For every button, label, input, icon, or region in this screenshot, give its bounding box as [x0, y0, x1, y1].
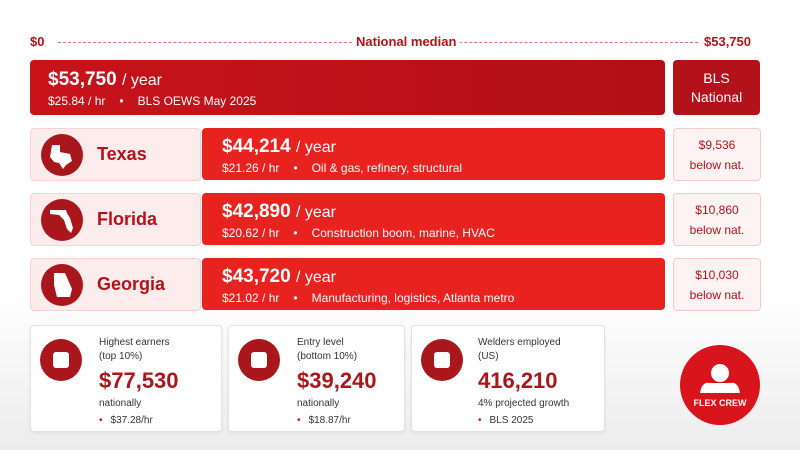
stat-card: Highest earners (top 10%) $77,530 nation…: [30, 325, 222, 432]
scale-label: National median: [352, 34, 461, 49]
unit: / year: [295, 269, 336, 286]
source: BLS OEWS May 2025: [105, 94, 256, 108]
annual: $53,750: [48, 69, 117, 90]
stat-label: Entry level: [297, 337, 344, 348]
icon-glyph: [434, 352, 450, 368]
scale-max: $53,750: [700, 34, 755, 49]
note: Construction boom, marine, HVAC: [279, 226, 494, 240]
diff-label: below nat.: [689, 222, 745, 237]
icon-glyph: [251, 352, 267, 368]
national-bar: $53,750 / year $25.84 / hrBLS OEWS May 2…: [30, 60, 665, 115]
hourly: $25.84 / hr: [48, 94, 106, 108]
stat-card: Entry level (bottom 10%) $39,240 nationa…: [228, 325, 405, 432]
diff: $10,030: [695, 267, 739, 282]
stat-icon: [238, 339, 280, 381]
annual: $44,214: [222, 136, 291, 157]
hourly: $20.62 / hr: [222, 226, 280, 240]
stat-text: Highest earners (top 10%) $77,530 nation…: [99, 336, 179, 426]
diff-card: $9,536 below nat.: [673, 128, 761, 181]
state-shape: [50, 145, 72, 169]
state-detail: $21.02 / hrManufacturing, logistics, Atl…: [222, 291, 514, 305]
stat-detail: $18.87/hr: [297, 415, 377, 426]
state-card: Georgia: [30, 258, 201, 311]
stat-sub: (top 10%): [99, 351, 143, 362]
state-annual: $42,890 / year: [222, 201, 336, 223]
logo-head: [711, 364, 729, 382]
state-name: Texas: [97, 144, 147, 164]
scale-min: $0: [26, 34, 49, 49]
stat-sub: (bottom 10%): [297, 351, 358, 362]
state-icon: [41, 199, 83, 241]
stat-value: 416,210: [478, 368, 558, 393]
stat-label: Welders employed: [478, 337, 561, 348]
diff-label: below nat.: [689, 287, 745, 302]
logo: FLEX CREW: [680, 345, 760, 425]
diff: $9,536: [698, 137, 736, 152]
state-bar: $44,214 / year $21.26 / hrOil & gas, ref…: [202, 128, 665, 180]
state-icon: [41, 134, 83, 176]
diff-label: below nat.: [689, 157, 745, 172]
logo-text: FLEX CREW: [694, 398, 748, 408]
hourly: $21.26 / hr: [222, 161, 280, 175]
diff-card: $10,860 below nat.: [673, 193, 761, 246]
state-card: Florida: [30, 193, 201, 246]
icon-glyph: [53, 352, 69, 368]
stat-icon: [421, 339, 463, 381]
stat-sub: (US): [478, 351, 499, 362]
state-name: Georgia: [97, 274, 166, 294]
unit: / year: [295, 204, 336, 221]
stat-caption: nationally: [297, 398, 340, 409]
stat-icon: [40, 339, 82, 381]
state-bar: $42,890 / year $20.62 / hrConstruction b…: [202, 193, 665, 245]
stat-text: Welders employed (US) 416,210 4% project…: [478, 336, 569, 426]
stat-detail: $37.28/hr: [99, 415, 179, 426]
note: Manufacturing, logistics, Atlanta metro: [279, 291, 514, 305]
state-detail: $20.62 / hrConstruction boom, marine, HV…: [222, 226, 495, 240]
stat-label: Highest earners: [99, 337, 170, 348]
state-annual: $44,214 / year: [222, 136, 336, 158]
icon-circle: [41, 199, 83, 241]
diff: $10,860: [695, 202, 739, 217]
stat-caption: 4% projected growth: [478, 398, 570, 409]
diff-card: $10,030 below nat.: [673, 258, 761, 311]
stat-value: $77,530: [99, 368, 179, 393]
stat-value: $39,240: [297, 368, 377, 393]
state-name: Florida: [97, 209, 158, 229]
state-shape: [54, 273, 72, 297]
note: Oil & gas, refinery, structural: [279, 161, 462, 175]
unit: / year: [121, 72, 162, 89]
state-detail: $21.26 / hrOil & gas, refinery, structur…: [222, 161, 462, 175]
national-annual: $53,750 / year: [48, 69, 162, 91]
stat-text: Entry level (bottom 10%) $39,240 nationa…: [297, 336, 377, 426]
national-badge: BLS National: [673, 60, 760, 115]
annual: $42,890: [222, 201, 291, 222]
state-shape: [50, 210, 73, 233]
badge-text: BLS National: [690, 69, 743, 105]
stat-card: Welders employed (US) 416,210 4% project…: [411, 325, 605, 432]
state-card: Texas: [30, 128, 201, 181]
unit: / year: [295, 139, 336, 156]
state-icon: [41, 264, 83, 306]
hourly: $21.02 / hr: [222, 291, 280, 305]
logo-body: [700, 382, 740, 393]
national-detail: $25.84 / hrBLS OEWS May 2025: [48, 94, 256, 108]
stat-caption: nationally: [99, 398, 142, 409]
state-annual: $43,720 / year: [222, 266, 336, 288]
annual: $43,720: [222, 266, 291, 287]
state-bar: $43,720 / year $21.02 / hrManufacturing,…: [202, 258, 665, 310]
stat-detail: BLS 2025: [478, 415, 569, 426]
